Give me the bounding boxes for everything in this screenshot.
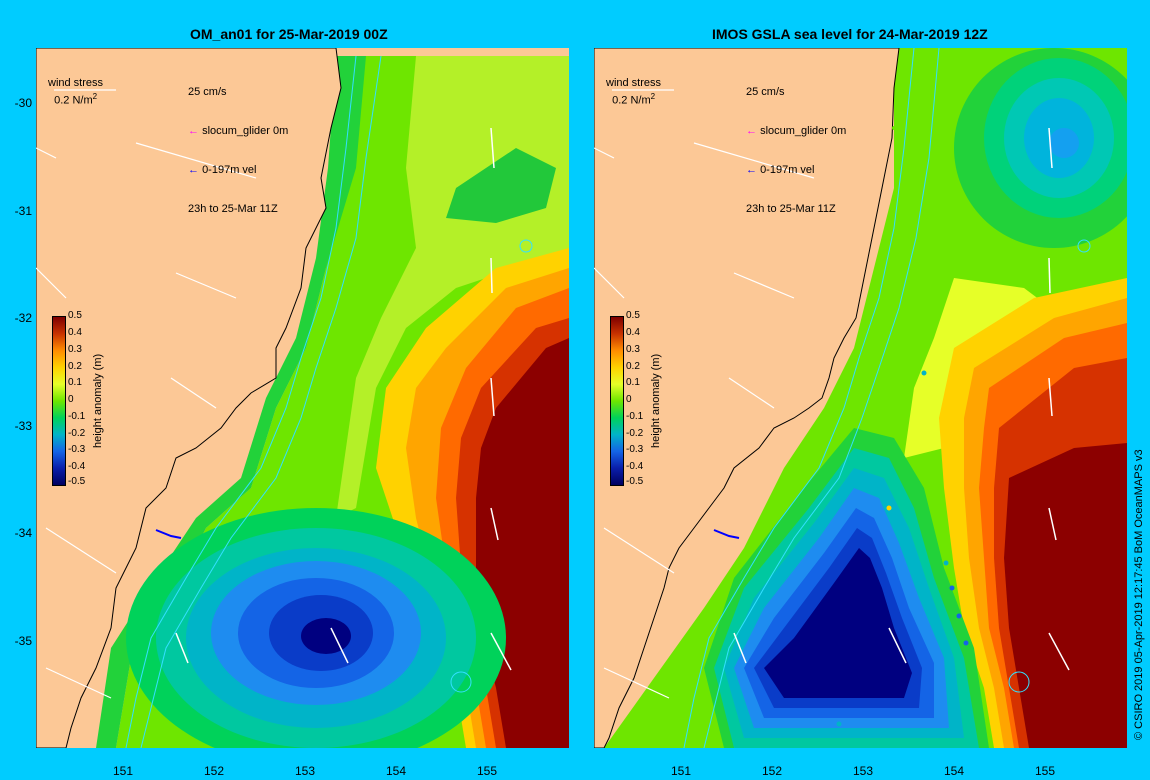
wind-stress-scale: 0.2 N/m bbox=[54, 94, 93, 107]
wind-stress-title: wind stress bbox=[606, 77, 662, 89]
legend-panel-2: 25 cm/s ← slocum_glider 0m ← 0-197m vel … bbox=[746, 60, 846, 229]
wind-stress-title: wind stress bbox=[48, 77, 104, 89]
cold-eddy-center bbox=[301, 618, 351, 654]
colorbar-2 bbox=[610, 316, 624, 486]
colorbar-tick: 0.5 bbox=[68, 310, 82, 321]
x-tick: 151 bbox=[670, 764, 692, 778]
colorbar-1 bbox=[52, 316, 66, 486]
wind-arrows bbox=[594, 89, 815, 699]
x-tick: 154 bbox=[385, 764, 407, 778]
wind-stress-sup: 2 bbox=[650, 92, 656, 101]
y-tick: -32 bbox=[14, 311, 32, 325]
y-tick: -31 bbox=[14, 204, 32, 218]
colorbar-2-title: height anomaly (m) bbox=[650, 353, 662, 448]
colorbar-tick: -0.1 bbox=[68, 411, 86, 422]
y-tick: -33 bbox=[14, 419, 32, 433]
colorbar-tick: -0.5 bbox=[626, 476, 644, 487]
current-arrows bbox=[175, 127, 512, 671]
colorbar-tick: 0.1 bbox=[626, 377, 640, 388]
legend-panel-1: 25 cm/s ← slocum_glider 0m ← 0-197m vel … bbox=[188, 60, 288, 229]
colorbar-tick: -0.3 bbox=[626, 444, 644, 455]
wind-stress-label: wind stress 0.2 N/m2 bbox=[48, 76, 103, 108]
x-tick: 152 bbox=[761, 764, 783, 778]
map-panel-2-svg bbox=[594, 48, 1127, 748]
panel-2-title: IMOS GSLA sea level for 24-Mar-2019 12Z bbox=[712, 26, 988, 42]
map-panel-1 bbox=[36, 48, 569, 748]
colorbar-tick: 0.2 bbox=[68, 361, 82, 372]
x-tick: 155 bbox=[1034, 764, 1056, 778]
colorbar-tick: -0.5 bbox=[68, 476, 86, 487]
warm-core-center bbox=[1004, 443, 1127, 748]
current-arrows bbox=[733, 127, 1070, 671]
legend-line: 23h to 25-Mar 11Z bbox=[188, 203, 278, 215]
map-panel-2 bbox=[594, 48, 1127, 748]
x-tick: 151 bbox=[112, 764, 134, 778]
wind-stress-label: wind stress 0.2 N/m2 bbox=[606, 76, 661, 108]
colorbar-tick: 0.4 bbox=[626, 327, 640, 338]
colorbar-tick: -0.4 bbox=[626, 461, 644, 472]
y-tick: -34 bbox=[14, 526, 32, 540]
colorbar-tick: 0.2 bbox=[626, 361, 640, 372]
land-mainland bbox=[36, 48, 342, 748]
credit-text: © CSIRO 2019 05-Apr-2019 12:17:45 BoM Oc… bbox=[1133, 449, 1145, 740]
x-tick: 153 bbox=[294, 764, 316, 778]
colorbar-1-title: height anomaly (m) bbox=[92, 353, 104, 448]
wind-arrows bbox=[36, 89, 257, 699]
cold-eddy-center bbox=[764, 548, 912, 698]
x-tick: 155 bbox=[476, 764, 498, 778]
colorbar-tick: 0.1 bbox=[68, 377, 82, 388]
x-tick: 153 bbox=[852, 764, 874, 778]
x-tick: 152 bbox=[203, 764, 225, 778]
colorbar-tick: 0.3 bbox=[68, 344, 82, 355]
green-eddy-north bbox=[446, 148, 556, 223]
legend-line: ← 0-197m vel bbox=[746, 164, 815, 176]
colorbar-tick: -0.1 bbox=[626, 411, 644, 422]
legend-line: ← slocum_glider 0m bbox=[188, 125, 289, 137]
wind-stress-sup: 2 bbox=[92, 92, 98, 101]
colorbar-tick: -0.2 bbox=[68, 428, 86, 439]
legend-line: 25 cm/s bbox=[188, 86, 227, 98]
legend-line: ← 0-197m vel bbox=[188, 164, 257, 176]
wind-stress-scale: 0.2 N/m bbox=[612, 94, 651, 107]
legend-line: 25 cm/s bbox=[746, 86, 785, 98]
glider-track bbox=[713, 529, 740, 539]
legend-line: 23h to 25-Mar 11Z bbox=[746, 203, 836, 215]
glider-dots bbox=[836, 126, 969, 727]
colorbar-tick: 0 bbox=[626, 394, 632, 405]
glider-track bbox=[155, 529, 182, 539]
y-tick: -30 bbox=[14, 96, 32, 110]
x-tick: 154 bbox=[943, 764, 965, 778]
colorbar-tick: 0.3 bbox=[626, 344, 640, 355]
y-tick: -35 bbox=[14, 634, 32, 648]
colorbar-tick: 0.4 bbox=[68, 327, 82, 338]
colorbar-tick: 0 bbox=[68, 394, 74, 405]
colorbar-tick: -0.4 bbox=[68, 461, 86, 472]
colorbar-tick: 0.5 bbox=[626, 310, 640, 321]
isobath bbox=[125, 55, 357, 748]
panel-1-title: OM_an01 for 25-Mar-2019 00Z bbox=[190, 26, 388, 42]
colorbar-tick: -0.2 bbox=[626, 428, 644, 439]
map-panel-1-svg bbox=[36, 48, 569, 748]
colorbar-tick: -0.3 bbox=[68, 444, 86, 455]
land-mainland bbox=[594, 48, 900, 748]
legend-line: ← slocum_glider 0m bbox=[746, 125, 847, 137]
